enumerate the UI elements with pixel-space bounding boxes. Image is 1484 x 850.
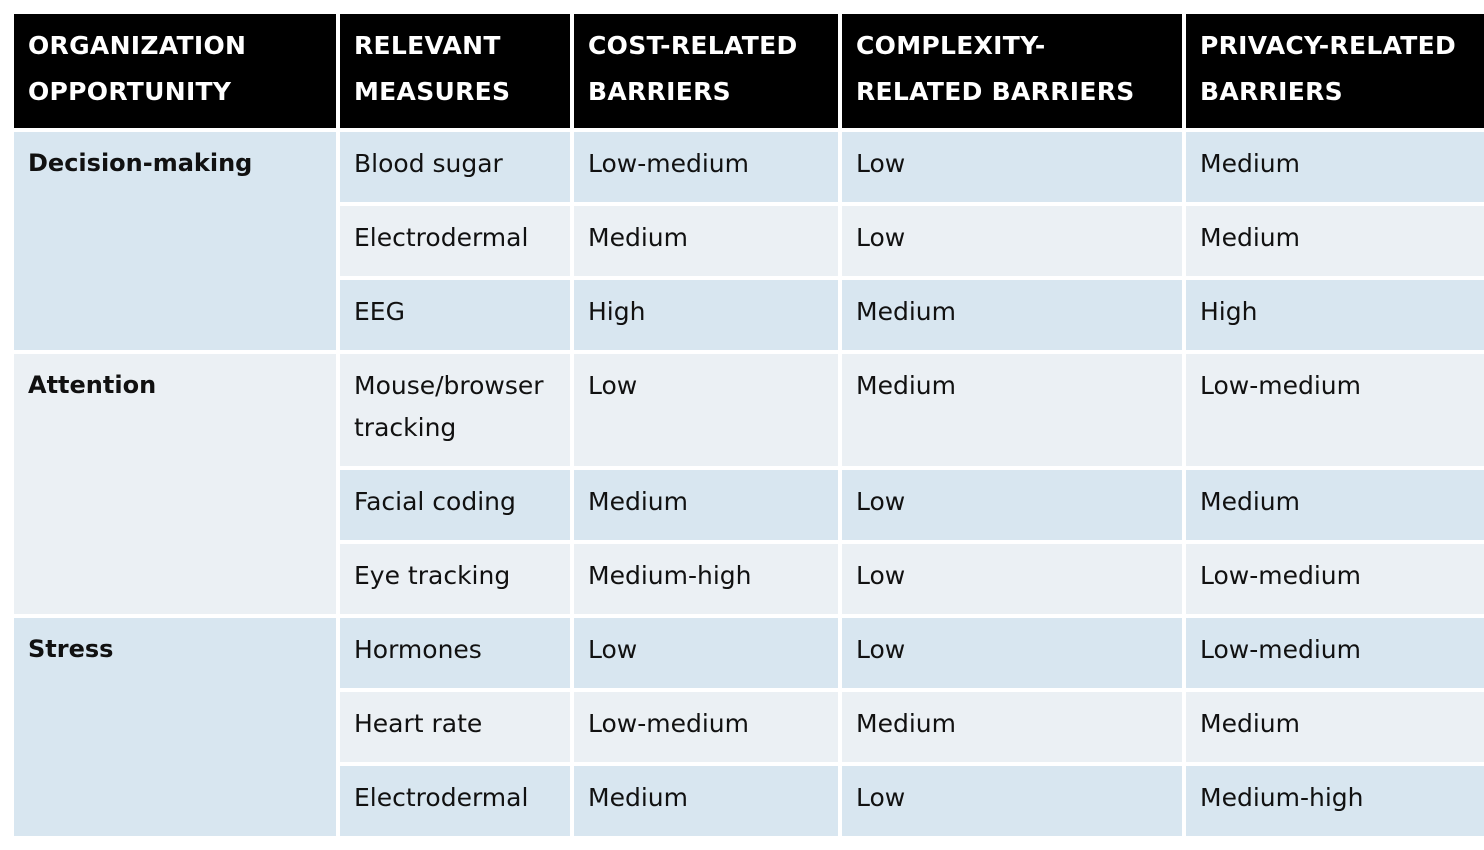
table-row: Attention Mouse/browser tracking Low Med… — [14, 354, 1484, 614]
privacy-cell: High — [1186, 280, 1484, 350]
table-row: Decision-making Blood sugar Low-medium L… — [14, 132, 1484, 350]
cost-cell: Low — [574, 354, 838, 466]
cost-cell: Medium-high — [574, 544, 838, 614]
header-privacy-barriers: PRIVACY-RELATED BARRIERS — [1186, 14, 1484, 128]
privacy-cell: Medium-high — [1186, 766, 1484, 836]
measure-cell: Hormones — [340, 618, 570, 688]
privacy-cell: Medium — [1186, 206, 1484, 276]
table-row: Eye tracking Medium-high Low Low-medium — [14, 544, 1484, 614]
measure-cell: Facial coding — [340, 470, 570, 540]
privacy-cell: Low-medium — [1186, 544, 1484, 614]
privacy-cell: Medium — [1186, 470, 1484, 540]
header-relevant-measures: RELEVANT MEASURES — [340, 14, 570, 128]
header-cost-barriers: COST-RELATED BARRIERS — [574, 14, 838, 128]
cost-cell: Low-medium — [574, 692, 838, 762]
barriers-table: ORGANIZATION OPPORTUNITY RELEVANT MEASUR… — [10, 10, 1484, 840]
measure-cell: EEG — [340, 280, 570, 350]
group-label: Stress — [14, 618, 336, 836]
complexity-cell: Low — [842, 544, 1182, 614]
measure-cell: Mouse/browser tracking — [340, 354, 570, 466]
group-label: Attention — [14, 354, 336, 614]
privacy-cell: Low-medium — [1186, 618, 1484, 688]
complexity-cell: Medium — [842, 280, 1182, 350]
complexity-cell: Medium — [842, 692, 1182, 762]
privacy-cell: Medium — [1186, 132, 1484, 202]
cost-cell: Low-medium — [574, 132, 838, 202]
table-row: Electrodermal Medium Low Medium-high — [14, 766, 1484, 836]
table-row: Stress Hormones Low Low Low-medium — [14, 618, 1484, 836]
table-row: EEG High Medium High — [14, 280, 1484, 350]
complexity-cell: Low — [842, 470, 1182, 540]
measure-cell: Electrodermal — [340, 766, 570, 836]
table-row: Heart rate Low-medium Medium Medium — [14, 692, 1484, 762]
group-label: Decision-making — [14, 132, 336, 350]
complexity-cell: Low — [842, 766, 1182, 836]
table-row: Facial coding Medium Low Medium — [14, 470, 1484, 540]
measure-cell: Heart rate — [340, 692, 570, 762]
complexity-cell: Low — [842, 618, 1182, 688]
table-row: Electrodermal Medium Low Medium — [14, 206, 1484, 276]
header-complexity-barriers: COMPLEXITY-RELATED BARRIERS — [842, 14, 1182, 128]
cost-cell: Medium — [574, 470, 838, 540]
measure-cell: Blood sugar — [340, 132, 570, 202]
measure-cell: Electrodermal — [340, 206, 570, 276]
cost-cell: High — [574, 280, 838, 350]
cost-cell: Medium — [574, 766, 838, 836]
header-row: ORGANIZATION OPPORTUNITY RELEVANT MEASUR… — [14, 14, 1484, 128]
complexity-cell: Medium — [842, 354, 1182, 466]
complexity-cell: Low — [842, 132, 1182, 202]
privacy-cell: Low-medium — [1186, 354, 1484, 466]
complexity-cell: Low — [842, 206, 1182, 276]
cost-cell: Medium — [574, 206, 838, 276]
header-organization-opportunity: ORGANIZATION OPPORTUNITY — [14, 14, 336, 128]
privacy-cell: Medium — [1186, 692, 1484, 762]
cost-cell: Low — [574, 618, 838, 688]
measure-cell: Eye tracking — [340, 544, 570, 614]
